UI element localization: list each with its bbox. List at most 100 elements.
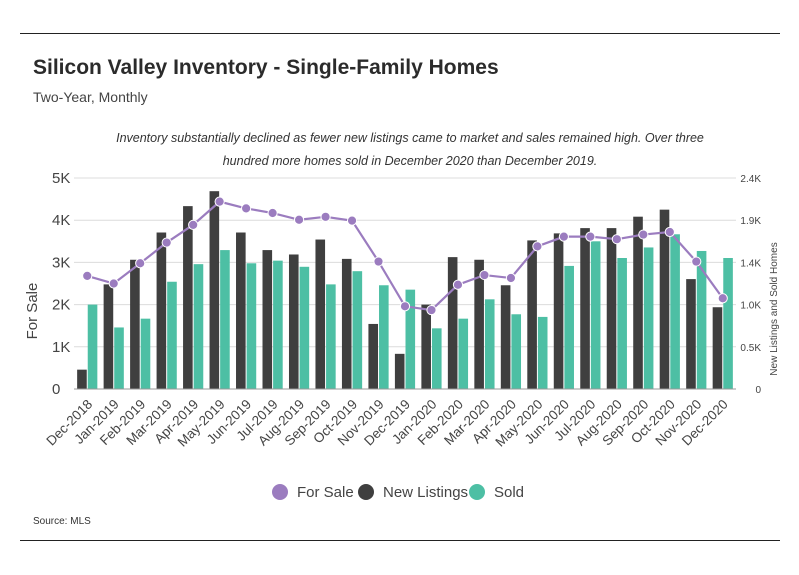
chart-title: Silicon Valley Inventory - Single-Family… [33,56,499,79]
bar-new-listings [474,259,484,389]
legend-label: Sold [494,484,524,501]
y2-tick-label: 1.0K [740,301,761,312]
y-tick-label: 0 [52,381,60,398]
bar-sold [617,258,627,389]
chart-annotation: Inventory substantially declined as fewe… [116,131,704,168]
bar-sold [114,327,124,389]
y2-tick-label: 0 [755,385,761,396]
point-for-sale [479,269,490,281]
y2-tick-label: 0.5K [740,343,761,354]
bar-new-listings [447,257,458,389]
bar-new-listings [209,191,220,389]
bar-sold [484,299,495,389]
point-for-sale [214,196,225,207]
bar-sold [431,328,442,389]
legend-marker [272,484,288,500]
y-tick-label: 1K [52,339,70,356]
bar-sold [193,264,204,389]
bar-sold [326,284,336,389]
point-for-sale [373,256,384,267]
bar-new-listings [633,216,643,389]
bar-sold [220,250,230,389]
bar-new-listings [156,232,167,389]
bar-new-listings [77,369,87,389]
bar-sold [299,266,310,389]
bar-sold [458,318,469,389]
point-for-sale [664,226,675,238]
point-for-sale [532,241,543,252]
y-tick-label: 4K [52,212,70,229]
point-for-sale [346,215,358,226]
bar-new-listings [500,285,511,389]
y-tick-label: 5K [52,170,70,187]
bar-sold [511,314,522,389]
bar-new-listings [288,254,299,389]
bar-sold [405,289,416,389]
bar-sold [167,281,177,389]
point-for-sale [717,293,728,304]
legend-marker [469,484,485,500]
y2-tick-label: 2.4K [740,174,761,185]
bar-sold [246,263,257,389]
bar-new-listings [236,232,246,389]
bar-new-listings [606,228,617,389]
legend-label: New Listings [383,484,468,501]
bar-new-listings [183,206,193,389]
bar-new-listings [421,304,431,389]
bar-sold [537,316,548,389]
bar-new-listings [712,307,723,389]
bar-new-listings [262,250,273,389]
bar-new-listings [368,323,379,389]
bar-new-listings [580,228,590,389]
point-for-sale [267,207,278,219]
point-for-sale [188,219,199,230]
bar-new-listings [527,240,537,389]
point-for-sale [135,258,146,269]
point-for-sale [585,231,596,242]
y-tick-label: 3K [52,254,70,271]
top-rule [20,33,780,34]
y2-tick-label: 1.4K [740,258,761,269]
point-for-sale [241,203,252,214]
point-for-sale [638,229,649,240]
point-for-sale [426,304,437,316]
bar-sold [590,241,601,389]
point-for-sale [320,211,331,222]
point-for-sale [505,272,517,284]
y2-axis-title: New Listings and Sold Homes [769,242,780,375]
bar-sold [87,304,98,389]
chart-subtitle: Two-Year, Monthly [33,89,148,105]
bar-sold [696,250,707,389]
bar-sold [352,271,363,389]
bar-new-listings [341,258,352,389]
bar-sold [273,260,283,389]
bar-new-listings [659,209,670,389]
point-for-sale [452,279,464,290]
bar-sold [140,318,151,389]
legend-marker [358,484,374,500]
bar-new-listings [686,279,696,389]
bottom-rule [20,540,780,541]
bar-new-listings [315,239,326,389]
bar-sold [379,285,389,389]
y-tick-label: 2K [52,297,70,314]
legend-label: For Sale [297,484,354,501]
point-for-sale [108,278,119,289]
bar-new-listings [394,353,405,389]
source-note: Source: MLS [33,516,91,527]
y-axis-title: For Sale [24,283,41,340]
point-for-sale [82,270,93,282]
point-for-sale [611,234,622,245]
bar-sold [643,247,654,389]
point-for-sale [558,231,569,242]
bar-sold [723,258,733,389]
point-for-sale [691,256,702,267]
bar-new-listings [103,284,114,389]
bar-sold [670,234,680,389]
bar-sold [564,265,574,389]
y2-tick-label: 1.9K [740,216,761,227]
bar-new-listings [553,233,564,389]
bar-new-listings [130,259,140,389]
point-for-sale [293,214,305,225]
